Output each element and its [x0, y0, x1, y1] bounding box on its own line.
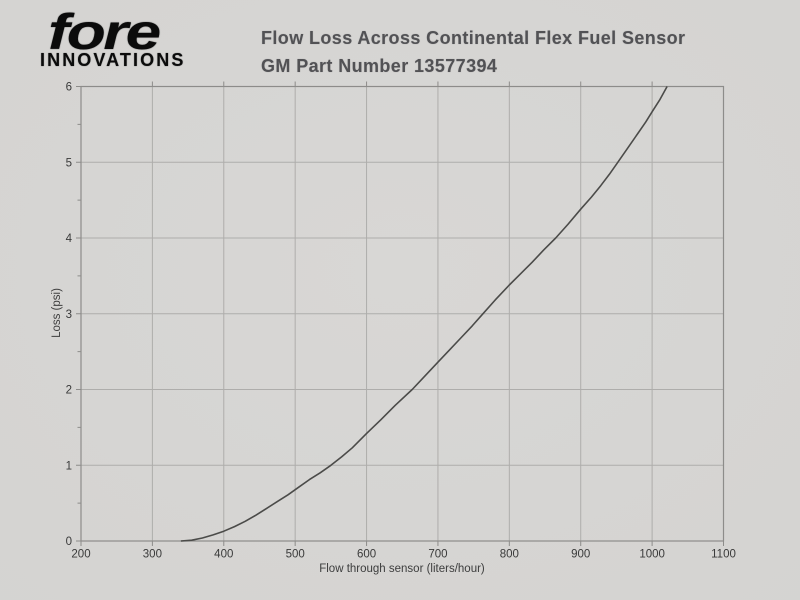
chart-title-line2: GM Part Number 13577394 [261, 55, 498, 76]
x-tick-label: 300 [143, 549, 162, 561]
x-tick-label: 800 [500, 549, 519, 561]
logo-fore-wordmark: fore [48, 4, 161, 60]
y-tick-label: 4 [66, 233, 73, 245]
logo-innovations-text: INNOVATIONS [40, 50, 186, 70]
y-tick-label: 1 [66, 460, 72, 472]
x-tick-label: 1000 [639, 549, 665, 561]
y-tick-label: 0 [66, 536, 72, 548]
y-tick-label: 3 [66, 309, 72, 321]
x-axis-title: Flow through sensor (liters/hour) [319, 563, 485, 575]
x-tick-label: 400 [214, 549, 233, 561]
x-tick-label: 500 [286, 549, 305, 561]
flow-loss-curve [180, 86, 668, 542]
chart-title: Flow Loss Across Continental Flex Fuel S… [261, 25, 685, 80]
y-axis-title: Loss (psi) [51, 288, 63, 338]
y-tick-label: 5 [66, 157, 72, 169]
x-tick-label: 900 [571, 549, 590, 561]
y-tick-label: 2 [66, 385, 72, 397]
brand-logo: fore INNOVATIONS [40, 6, 185, 69]
chart-title-line1: Flow Loss Across Continental Flex Fuel S… [261, 28, 686, 48]
x-tick-label: 700 [428, 549, 447, 561]
x-tick-label: 600 [357, 549, 376, 561]
y-tick-label: 6 [66, 82, 72, 94]
x-tick-label: 1100 [711, 549, 736, 561]
x-tick-label: 200 [71, 549, 90, 561]
